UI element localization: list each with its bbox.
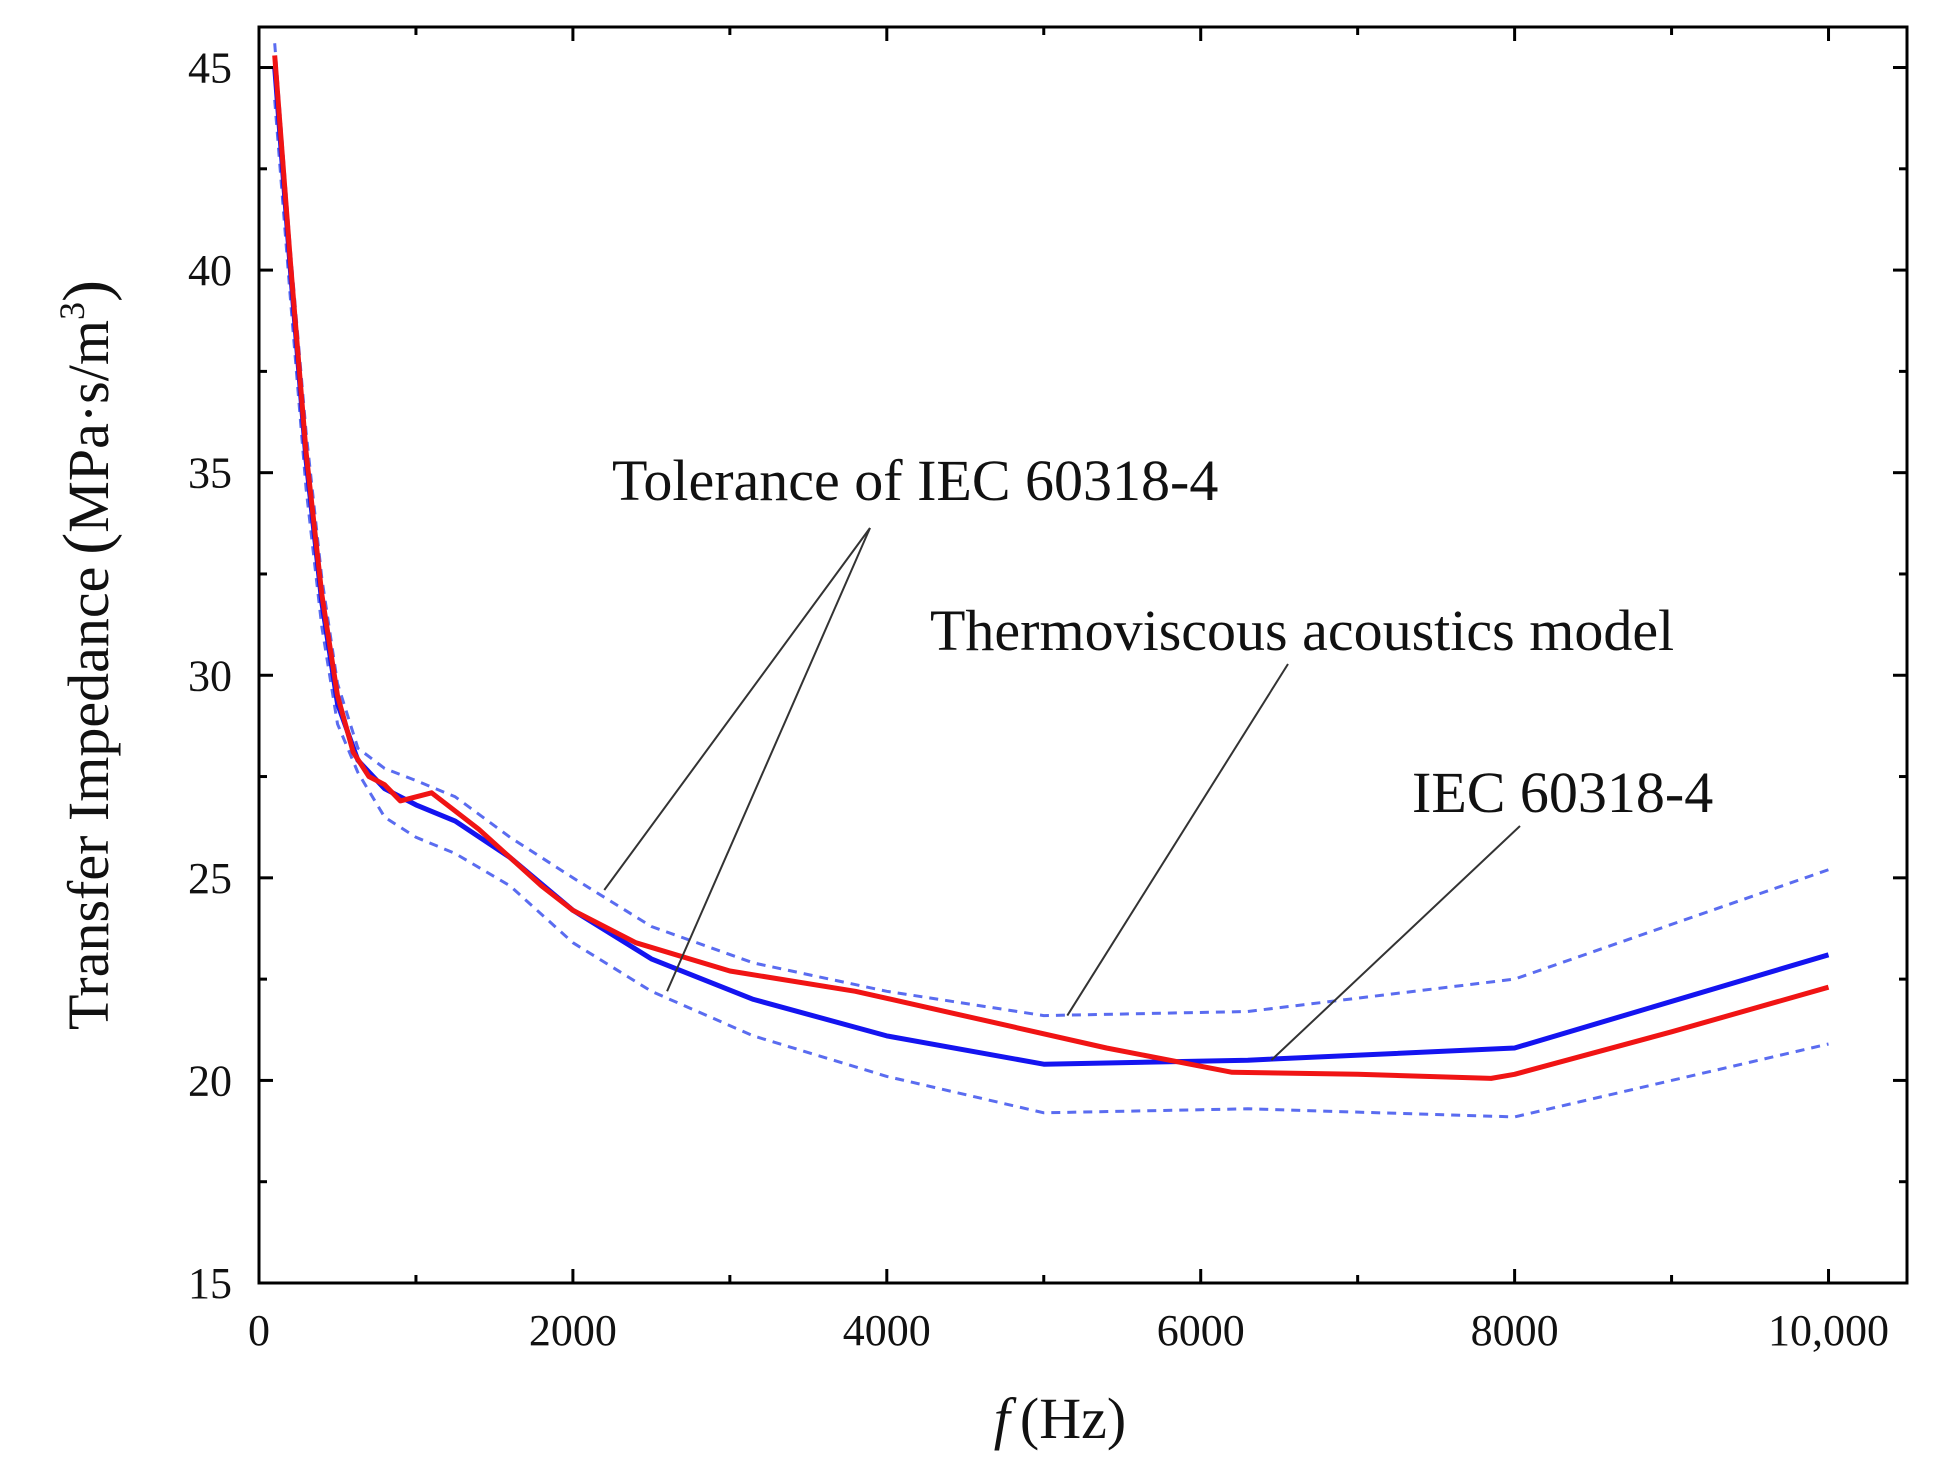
y-tick-label: 25 <box>188 854 232 903</box>
y-tick-labels: 15 20 25 30 35 40 45 <box>188 44 232 1308</box>
x-tick-label: 8000 <box>1471 1306 1559 1355</box>
x-tick-label: 0 <box>248 1306 270 1355</box>
y-axis-label: Transfer Impedance (MPa·s/m3) <box>50 280 123 1030</box>
x-tick-label: 10,000 <box>1768 1306 1889 1355</box>
x-axis-unit: (Hz) <box>1020 1386 1126 1451</box>
annotation-thermoviscous: Thermoviscous acoustics model <box>930 598 1674 663</box>
plot-frame <box>257 25 1909 1285</box>
y-axis-name: Transfer Impedance <box>56 567 121 1030</box>
y-axis-paren-close: ) <box>50 280 123 302</box>
annotations: Tolerance of IEC 60318-4 Thermoviscous a… <box>603 448 1713 1061</box>
x-axis-label: f (Hz) <box>994 1386 1126 1451</box>
y-axis-unit: MPa·s/m <box>56 320 121 533</box>
y-tick-label: 40 <box>188 246 232 295</box>
x-axis-variable: f <box>994 1386 1017 1451</box>
x-tick-labels: 0 2000 4000 6000 8000 10,000 <box>248 1306 1889 1355</box>
annotation-iec: IEC 60318-4 <box>1412 760 1713 825</box>
y-tick-label: 35 <box>188 449 232 498</box>
leader-line-tolerance-upper <box>603 527 871 891</box>
leader-line-model <box>1066 663 1289 1017</box>
y-tick-label: 45 <box>188 44 232 93</box>
tolerance-upper-line <box>273 43 1829 1018</box>
y-axis-paren-open: ( <box>50 533 123 555</box>
thermoviscous-model-line <box>272 55 1830 1081</box>
x-tick-label: 4000 <box>843 1306 931 1355</box>
iec-60318-4-line <box>272 67 1830 1067</box>
leader-line-iec <box>1270 825 1521 1061</box>
series-layer <box>272 43 1830 1119</box>
x-tick-label: 2000 <box>529 1306 617 1355</box>
x-tick-label: 6000 <box>1157 1306 1245 1355</box>
y-tick-label: 15 <box>188 1259 232 1308</box>
tick-marks <box>257 27 1907 1285</box>
annotation-tolerance: Tolerance of IEC 60318-4 <box>612 448 1218 513</box>
y-tick-label: 30 <box>188 651 232 700</box>
y-tick-label: 20 <box>188 1056 232 1105</box>
y-axis-unit-exponent: 3 <box>52 302 92 320</box>
leader-line-tolerance-lower <box>666 527 871 992</box>
